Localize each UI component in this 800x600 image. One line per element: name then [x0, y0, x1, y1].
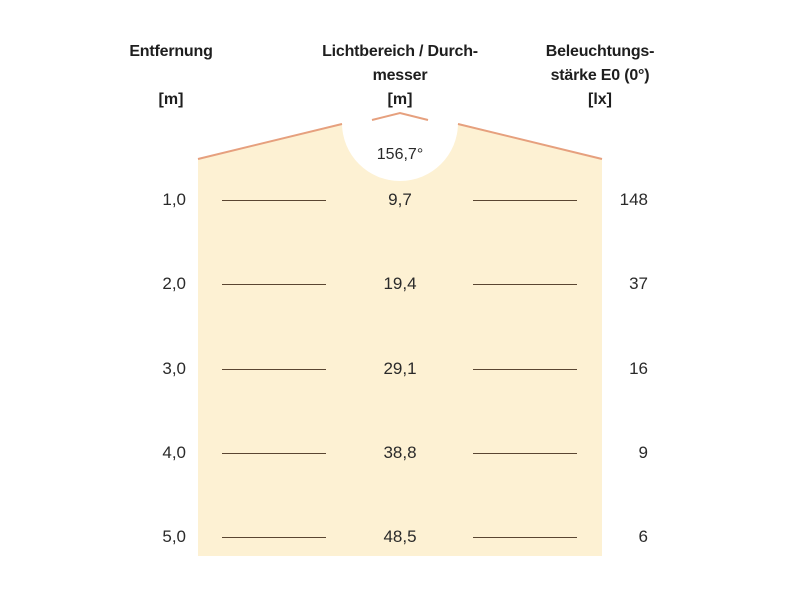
light-source-peak — [371, 111, 429, 121]
diameter-value: 38,8 — [383, 443, 417, 462]
row-rule-right — [473, 284, 577, 285]
table-row: 4,0 38,8 9 — [0, 441, 800, 465]
illuminance-value: 9 — [638, 443, 648, 462]
table-row: 3,0 29,1 16 — [0, 357, 800, 381]
table-row: 1,0 9,7 148 — [0, 188, 800, 212]
row-rule-left — [222, 453, 326, 454]
light-cone-edge-left — [197, 123, 343, 160]
illuminance-value: 37 — [629, 274, 648, 293]
light-cone-area — [198, 123, 602, 556]
table-row: 5,0 48,5 6 — [0, 525, 800, 549]
illuminance-header-title-line2: stärke E0 (0°) — [550, 67, 650, 84]
diameter-value: 48,5 — [383, 527, 417, 546]
row-rule-right — [473, 453, 577, 454]
row-rule-left — [222, 284, 326, 285]
illuminance-header-unit: [lx] — [588, 91, 612, 108]
illuminance-value: 148 — [619, 190, 648, 209]
table-row: 2,0 19,4 37 — [0, 272, 800, 296]
distance-value: 5,0 — [162, 527, 186, 546]
light-cone-edge-right — [457, 123, 603, 160]
row-rule-left — [222, 537, 326, 538]
row-rule-left — [222, 369, 326, 370]
beam-angle-label: 156,7° — [376, 146, 424, 163]
diameter-header-title-line1: Lichtbereich / Durch- — [322, 43, 478, 60]
illuminance-header-title-line1: Beleuchtungs- — [545, 43, 655, 60]
diameter-value: 29,1 — [383, 359, 417, 378]
distance-header-title: Entfernung — [129, 43, 213, 60]
row-rule-right — [473, 537, 577, 538]
distance-value: 2,0 — [162, 274, 186, 293]
distance-header-unit: [m] — [158, 91, 184, 108]
row-rule-right — [473, 200, 577, 201]
illuminance-value: 16 — [629, 359, 648, 378]
diameter-header-title-line2: messer — [372, 67, 428, 84]
distance-value: 3,0 — [162, 359, 186, 378]
diameter-value: 19,4 — [383, 274, 417, 293]
diameter-header-unit: [m] — [387, 91, 413, 108]
row-rule-right — [473, 369, 577, 370]
distance-value: 1,0 — [162, 190, 186, 209]
distance-value: 4,0 — [162, 443, 186, 462]
illuminance-value: 6 — [638, 527, 648, 546]
row-rule-left — [222, 200, 326, 201]
diameter-value: 9,7 — [388, 190, 412, 209]
